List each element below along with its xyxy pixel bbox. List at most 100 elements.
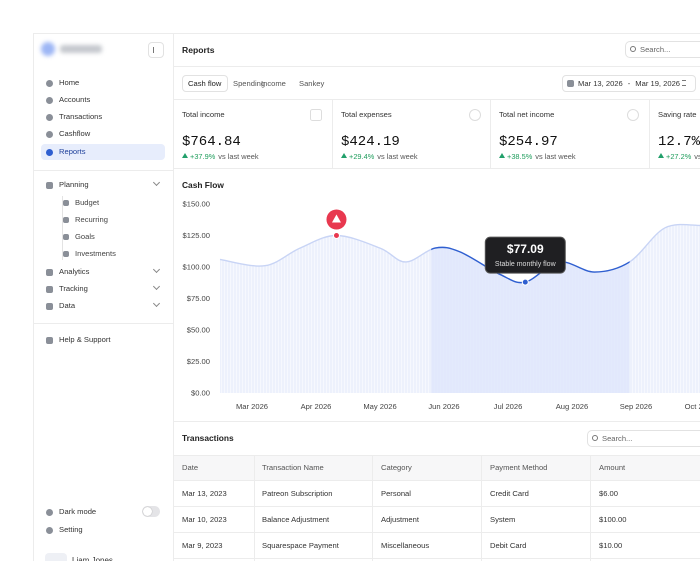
y-tick-label: $75.00 — [187, 294, 210, 303]
tab[interactable]: Sankey — [299, 78, 325, 88]
picker-chevron — [682, 80, 686, 86]
search-box[interactable] — [587, 430, 700, 447]
change-note: vs last week — [535, 152, 576, 161]
card-divider — [649, 99, 650, 168]
sub-nav-item[interactable]: Recurring — [75, 215, 108, 224]
up-arrow — [658, 153, 664, 158]
nav-icon — [45, 302, 53, 310]
nav-icon — [45, 181, 53, 189]
sub-nav-item[interactable]: Budget — [75, 198, 100, 207]
table-cell: Mar 9, 2023 — [182, 541, 223, 550]
card-change: +37.9% vs last week — [190, 152, 259, 162]
up-arrow — [499, 153, 505, 158]
sub-icon — [62, 250, 69, 257]
column-header: Amount — [599, 463, 626, 472]
change-value: +27.2% — [666, 152, 692, 161]
nav-icon — [45, 79, 53, 87]
card-label: Total income — [182, 110, 225, 119]
search-box[interactable] — [625, 41, 700, 58]
cash-flow-chart: $0.00 $25.00 $50.00 $75.00 $100.00 $125.00 $15… — [183, 200, 700, 411]
user-name: Liam Jones — [72, 556, 113, 561]
logo-text — [60, 45, 102, 53]
nav-group[interactable]: Data — [59, 301, 76, 310]
nav-item[interactable]: Home — [59, 78, 80, 87]
table-cell: $6.00 — [599, 489, 619, 498]
date-range: Mar 13, 2026- Mar 19, 2026 — [578, 79, 680, 89]
change-value: +29.4% — [349, 152, 375, 161]
alert-icon — [331, 214, 341, 223]
nav-icon — [45, 130, 53, 138]
nav-item[interactable]: Reports — [59, 147, 86, 156]
highlight-area — [431, 247, 630, 393]
column-header: Payment Method — [490, 463, 548, 472]
nav-item[interactable]: Accounts — [59, 95, 91, 104]
y-tick-label: $150.00 — [183, 200, 210, 209]
toggle-knob — [143, 507, 152, 516]
nav-icon — [45, 268, 53, 276]
nav-item[interactable]: Cashflow — [59, 129, 91, 138]
table-cell: $10.00 — [599, 541, 623, 550]
card-divider — [332, 99, 333, 168]
date-picker[interactable] — [562, 75, 696, 92]
nav-group[interactable]: Analytics — [59, 267, 90, 276]
nav-item[interactable]: Setting — [59, 525, 83, 534]
sub-nav-item[interactable]: Goals — [75, 232, 95, 241]
sidebar — [33, 33, 174, 561]
card-label: Total expenses — [341, 110, 392, 119]
nav-group[interactable]: Planning — [59, 180, 89, 189]
column-header: Transaction Name — [262, 463, 324, 472]
date-separator: - — [627, 78, 631, 88]
x-tick-label: Mar 2026 — [236, 402, 268, 411]
nav-item[interactable]: Transactions — [59, 112, 103, 121]
x-tick-label: May 2026 — [363, 402, 396, 411]
tab-selected — [182, 75, 228, 92]
change-note: vs last week — [694, 152, 700, 161]
search-icon — [630, 46, 636, 52]
table-cell: $100.00 — [599, 515, 627, 524]
nav-icon — [45, 96, 53, 104]
tab[interactable]: Cash flow — [188, 78, 222, 88]
y-tick-label: $125.00 — [183, 231, 210, 240]
sub-icon — [62, 216, 69, 223]
nav-group[interactable]: Tracking — [59, 284, 88, 293]
nav-item[interactable]: Help & Support — [59, 335, 111, 344]
calendar-icon — [566, 80, 574, 87]
x-tick-label: Oct 2026 — [685, 402, 700, 411]
cards-border-top — [174, 99, 700, 100]
y-tick-label: $25.00 — [187, 357, 210, 366]
card-icon — [310, 109, 322, 121]
nav-icon — [45, 336, 53, 344]
card-value: $764.84 — [182, 134, 241, 150]
tooltip-box — [484, 236, 566, 274]
table-cell: Mar 10, 2023 — [182, 515, 227, 524]
tab[interactable]: Spending — [233, 78, 266, 88]
card-label: Total net income — [499, 110, 555, 119]
tab[interactable]: Income — [261, 78, 286, 88]
nav-icon — [45, 113, 53, 121]
sub-nav-item[interactable]: Investments — [75, 249, 116, 258]
tooltip-point — [521, 278, 529, 286]
column-header: Date — [182, 463, 199, 472]
collapse-button[interactable] — [148, 42, 164, 58]
table-cell: Debit Card — [490, 541, 527, 550]
date-end: Mar 19, 2026 — [635, 78, 681, 88]
table-cell: Personal — [381, 489, 411, 498]
collapse-icon — [153, 47, 159, 53]
logo — [41, 42, 55, 56]
card-value: 12.7% — [658, 134, 700, 150]
up-arrow — [341, 153, 347, 158]
column-divider — [254, 455, 255, 561]
table-cell: Balance Adjustment — [262, 515, 330, 524]
divider — [34, 323, 173, 324]
section-title: Transactions — [182, 433, 234, 443]
x-tick-label: Aug 2026 — [556, 402, 589, 411]
x-tick-label: Apr 2026 — [301, 402, 332, 411]
column-divider — [590, 455, 591, 561]
card-label: Saving rate — [658, 110, 697, 119]
date-start: Mar 13, 2026 — [578, 78, 623, 88]
alert-point — [332, 232, 340, 239]
card-change: +38.5% vs last week — [507, 152, 576, 162]
sub-icon — [62, 199, 69, 206]
nav-icon — [45, 148, 53, 156]
